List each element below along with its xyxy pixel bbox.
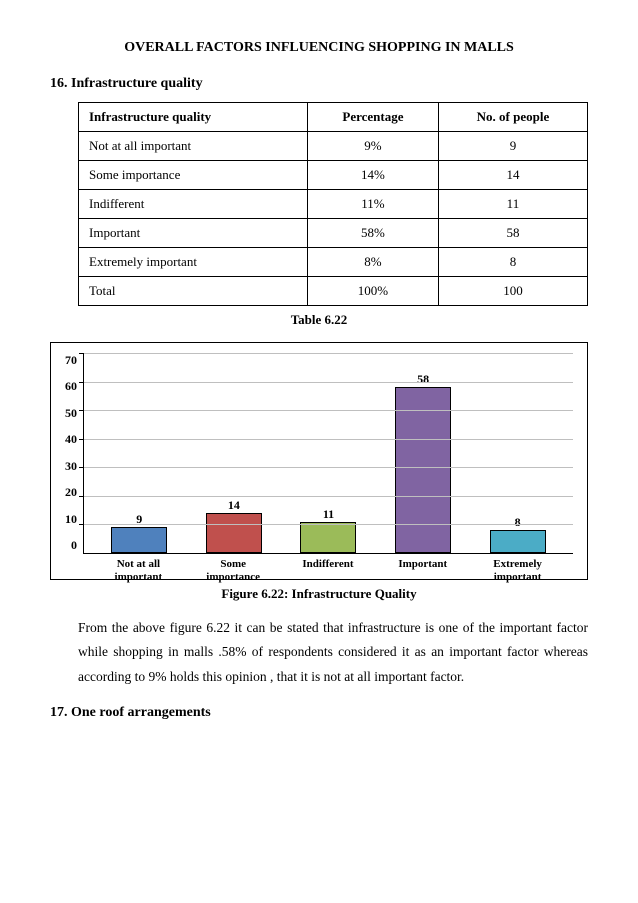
bar-value-label: 14 bbox=[207, 498, 261, 513]
table-cell: Important bbox=[79, 219, 308, 248]
y-tick-label: 40 bbox=[65, 432, 77, 447]
grid-line bbox=[84, 467, 573, 468]
table-header-row: Infrastructure quality Percentage No. of… bbox=[79, 103, 588, 132]
chart-container: 706050403020100 91411588 Not at all impo… bbox=[50, 342, 588, 580]
infrastructure-table: Infrastructure quality Percentage No. of… bbox=[78, 102, 588, 306]
figure-caption: Figure 6.22: Infrastructure Quality bbox=[50, 586, 588, 602]
y-tick-label: 20 bbox=[65, 485, 77, 500]
bar: 11 bbox=[300, 522, 356, 553]
y-tick-label: 10 bbox=[65, 512, 77, 527]
bar-column: 14 bbox=[204, 513, 264, 553]
table-cell: 8% bbox=[308, 248, 439, 277]
y-tick bbox=[79, 496, 84, 497]
y-tick-label: 60 bbox=[65, 379, 77, 394]
table-row: Important58%58 bbox=[79, 219, 588, 248]
table-cell: 11% bbox=[308, 190, 439, 219]
section16-heading: 16. Infrastructure quality bbox=[50, 76, 588, 92]
grid-line bbox=[84, 382, 573, 383]
bar: 14 bbox=[206, 513, 262, 553]
bar-column: 58 bbox=[393, 387, 453, 553]
table-cell: Not at all important bbox=[79, 132, 308, 161]
table-cell: 58% bbox=[308, 219, 439, 248]
table-cell: 100 bbox=[438, 277, 587, 306]
bar-value-label: 11 bbox=[301, 507, 355, 522]
page-title: OVERALL FACTORS INFLUENCING SHOPPING IN … bbox=[50, 40, 588, 56]
bar-column: 9 bbox=[109, 527, 169, 553]
grid-line bbox=[84, 496, 573, 497]
table-cell: 9% bbox=[308, 132, 439, 161]
body-paragraph: From the above figure 6.22 it can be sta… bbox=[78, 616, 588, 689]
grid-line bbox=[84, 353, 573, 354]
x-axis-labels: Not at all important Some importance Indif… bbox=[83, 554, 573, 584]
table-cell: Indifferent bbox=[79, 190, 308, 219]
x-axis-label: Not at all important bbox=[108, 558, 168, 584]
y-tick-label: 50 bbox=[65, 406, 77, 421]
table-cell: Extremely important bbox=[79, 248, 308, 277]
x-axis-label: Some importance bbox=[203, 558, 263, 584]
y-axis: 70 60 50 40 30 20 10 0 bbox=[65, 353, 83, 553]
x-axis-label: Important bbox=[393, 558, 453, 584]
y-tick bbox=[79, 410, 84, 411]
table-row: Not at all important9%9 bbox=[79, 132, 588, 161]
bar: 8 bbox=[490, 530, 546, 553]
y-tick bbox=[79, 524, 84, 525]
table-row: Indifferent11%11 bbox=[79, 190, 588, 219]
y-tick bbox=[79, 382, 84, 383]
x-axis-label: Indifferent bbox=[298, 558, 358, 584]
section17-heading: 17. One roof arrangements bbox=[50, 705, 588, 721]
grid-line bbox=[84, 524, 573, 525]
bar: 58 bbox=[395, 387, 451, 553]
table-row: Some importance14%14 bbox=[79, 161, 588, 190]
bar-value-label: 58 bbox=[396, 372, 450, 387]
table-cell: 14% bbox=[308, 161, 439, 190]
table-row: Total100%100 bbox=[79, 277, 588, 306]
table-cell: 14 bbox=[438, 161, 587, 190]
y-tick bbox=[79, 467, 84, 468]
bar-value-label: 8 bbox=[491, 515, 545, 530]
x-axis-label: Extremely important bbox=[488, 558, 548, 584]
bar-column: 11 bbox=[298, 522, 358, 553]
table-cell: 100% bbox=[308, 277, 439, 306]
table-cell: 9 bbox=[438, 132, 587, 161]
bar: 9 bbox=[111, 527, 167, 553]
y-tick bbox=[79, 439, 84, 440]
grid-line bbox=[84, 439, 573, 440]
bar-column: 8 bbox=[488, 530, 548, 553]
plot-area: 9 14 11 58 8 bbox=[83, 353, 573, 554]
col-header: No. of people bbox=[438, 103, 587, 132]
y-tick-label: 0 bbox=[71, 538, 77, 553]
table-cell: 8 bbox=[438, 248, 587, 277]
table-cell: 58 bbox=[438, 219, 587, 248]
table-row: Extremely important8%8 bbox=[79, 248, 588, 277]
table-cell: Total bbox=[79, 277, 308, 306]
table-cell: 11 bbox=[438, 190, 587, 219]
table-cell: Some importance bbox=[79, 161, 308, 190]
y-tick bbox=[79, 353, 84, 354]
y-tick-label: 70 bbox=[65, 353, 77, 368]
col-header: Percentage bbox=[308, 103, 439, 132]
col-header: Infrastructure quality bbox=[79, 103, 308, 132]
y-tick-label: 30 bbox=[65, 459, 77, 474]
table-caption: Table 6.22 bbox=[50, 312, 588, 328]
grid-line bbox=[84, 410, 573, 411]
